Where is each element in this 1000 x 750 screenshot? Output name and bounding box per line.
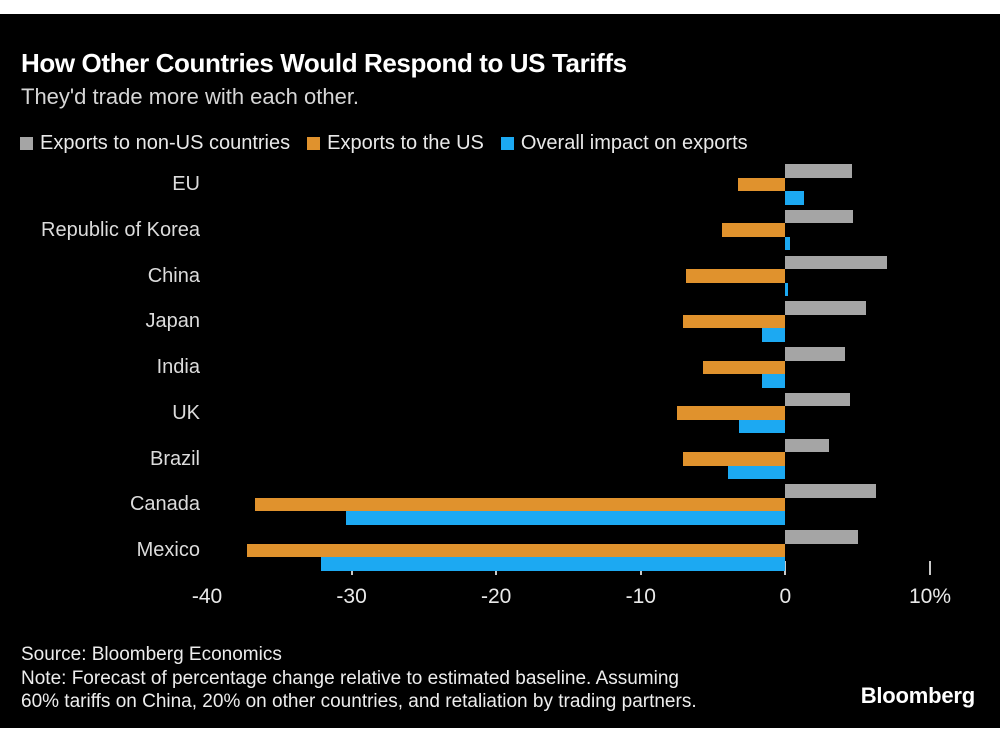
legend-swatch-overall-impact: [500, 137, 514, 150]
bar-exports-non-us-uk: [785, 392, 851, 407]
category-label-uk: UK: [172, 401, 200, 424]
category-labels: EU Republic of Korea China Japan India UK Braz…: [0, 164, 200, 584]
bottom-white-strip: [0, 728, 1000, 750]
legend-item-exports-non-us: Exports to non-US countries: [20, 132, 290, 155]
bar-exports-non-us-japan: [785, 301, 867, 315]
x-axis-label--20: -20: [481, 585, 512, 608]
legend: Exports to non-US countries Exports to th…: [20, 132, 748, 155]
bar-exports-us-republic-of-korea: [721, 223, 786, 237]
x-axis-label--10: -10: [625, 585, 656, 608]
x-axis-tick-0: [784, 561, 787, 575]
bar-exports-non-us-india: [785, 347, 845, 361]
bar-overall-impact-canada: [345, 511, 786, 525]
legend-label-overall-impact: Overall impact on exports: [520, 132, 748, 154]
legend-label-exports-us: Exports to the US: [327, 132, 484, 154]
bar-exports-non-us-mexico: [785, 530, 858, 544]
footer: Source: Bloomberg Economics Note: Foreca…: [21, 643, 697, 714]
bar-overall-impact-china: [785, 282, 789, 296]
chart-subtitle: They'd trade more with each other.: [21, 84, 360, 109]
bloomberg-logo: Bloomberg: [860, 683, 976, 708]
bar-exports-non-us-brazil: [785, 438, 829, 452]
top-white-strip: [0, 0, 1000, 14]
bar-exports-us-china: [685, 269, 786, 283]
bar-overall-impact-republic-of-korea: [785, 236, 790, 251]
bar-overall-impact-eu: [785, 191, 805, 205]
legend-swatch-exports-non-us: [20, 137, 33, 150]
bar-exports-us-india: [702, 360, 786, 374]
bar-overall-impact-mexico: [321, 557, 786, 571]
x-axis-label--30: -30: [336, 585, 367, 608]
legend-label-exports-non-us: Exports to non-US countries: [40, 132, 291, 154]
category-label-eu: EU: [172, 173, 200, 195]
bar-overall-impact-uk: [739, 419, 786, 434]
bar-overall-impact-japan: [762, 328, 786, 342]
x-axis-label-10: 10%: [908, 585, 952, 608]
x-axis-label-0: 0: [779, 585, 792, 608]
bar-exports-non-us-eu: [785, 164, 852, 178]
bar-exports-us-canada: [254, 497, 786, 512]
bar-exports-non-us-republic-of-korea: [785, 209, 854, 224]
bar-exports-us-japan: [682, 314, 786, 329]
bar-exports-us-eu: [737, 177, 786, 191]
chart-title: How Other Countries Would Respond to US …: [21, 48, 627, 78]
category-label-india: India: [156, 356, 200, 378]
x-axis-label--40: -40: [191, 585, 223, 608]
category-label-brazil: Brazil: [149, 447, 200, 470]
category-label-republic-of-korea: Republic of Korea: [41, 218, 200, 241]
x-axis-tick-10: [929, 561, 931, 575]
plot-area: -40 -30 -20 -10 0 10%: [192, 164, 951, 624]
category-label-mexico: Mexico: [136, 539, 200, 561]
category-label-japan: Japan: [145, 310, 201, 333]
bar-exports-non-us-china: [785, 255, 887, 269]
category-label-canada: Canada: [129, 493, 200, 516]
legend-swatch-exports-us: [307, 137, 321, 150]
bar-exports-non-us-canada: [785, 484, 877, 498]
bar-overall-impact-brazil: [727, 465, 786, 479]
bar-exports-us-uk: [676, 406, 786, 420]
bar-exports-us-mexico: [247, 543, 786, 557]
source-text: Source: Bloomberg Economics: [21, 644, 282, 665]
legend-item-overall-impact: Overall impact on exports: [500, 132, 748, 155]
category-label-china: China: [147, 264, 200, 287]
note-line-1: Note: Forecast of percentage change rela…: [21, 667, 679, 689]
legend-item-exports-us: Exports to the US: [307, 132, 484, 155]
note-line-2: 60% tariffs on China, 20% on other count…: [21, 691, 697, 712]
bar-overall-impact-india: [762, 374, 786, 388]
bar-exports-us-brazil: [682, 452, 786, 466]
